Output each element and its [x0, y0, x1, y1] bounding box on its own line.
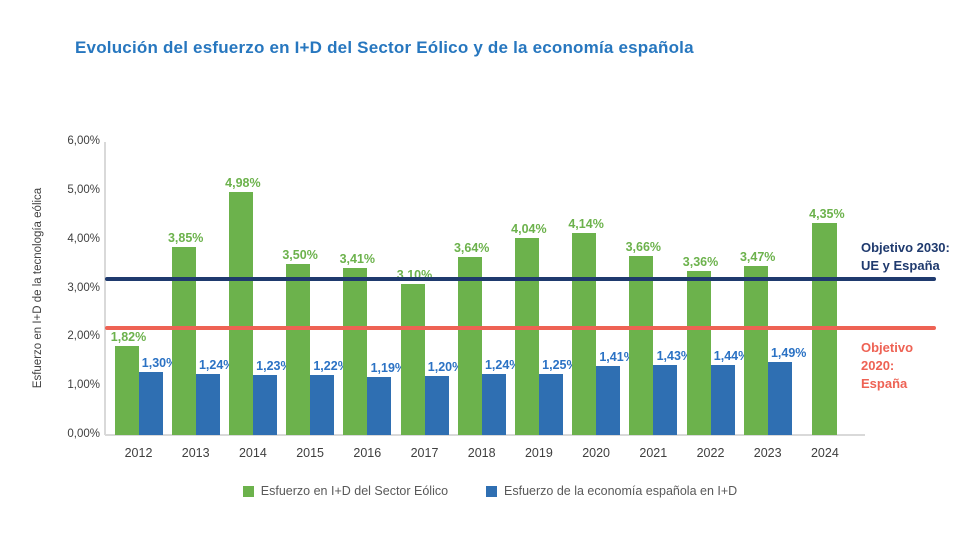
- y-axis-tick-label: 2,00%: [67, 330, 100, 343]
- legend-label: Esfuerzo de la economía española en I+D: [504, 484, 738, 498]
- legend-item-sector-eolico: Esfuerzo en I+D del Sector Eólico: [242, 484, 449, 498]
- bar-value-economia-espanola-2018: 1,24%: [484, 358, 521, 373]
- reference-label-line: UE y España: [861, 257, 940, 273]
- reference-line-objetivo-2030: [105, 276, 936, 281]
- bar-sector-eolico-2015: [286, 264, 311, 435]
- bar-value-economia-espanola-2015: 1,22%: [313, 359, 349, 374]
- bar-value-sector-eolico-2022: 3,36%: [682, 254, 719, 269]
- bar-economia-espanola-2023: [767, 362, 792, 435]
- bar-value-sector-eolico-2014: 4,98%: [225, 175, 261, 190]
- bar-economia-espanola-2012: [138, 371, 163, 435]
- page-title: Evolución del esfuerzo en I+D del Sector…: [75, 38, 694, 57]
- bar-economia-espanola-2014: [252, 374, 277, 435]
- x-axis-tick-label-2020: 2020: [582, 446, 610, 460]
- bar-value-economia-espanola-2023: 1,49%: [770, 346, 807, 361]
- bar-value-economia-espanola-2016: 1,19%: [370, 360, 407, 375]
- chart-legend: Esfuerzo en I+D del Sector Eólico Esfuer…: [0, 484, 980, 498]
- bar-sector-eolico-2017: [400, 283, 425, 435]
- bar-economia-espanola-2022: [710, 364, 735, 435]
- bar-economia-espanola-2020: [596, 366, 621, 435]
- legend-swatch-green: [242, 485, 254, 497]
- bar-sector-eolico-2014: [228, 191, 253, 435]
- y-axis-tick-label: 5,00%: [67, 183, 100, 196]
- x-axis-tick-label-2021: 2021: [639, 446, 668, 460]
- x-axis-tick-label-2023: 2023: [753, 446, 782, 460]
- bar-value-economia-espanola-2019: 1,25%: [542, 357, 578, 372]
- bar-value-sector-eolico-2015: 3,50%: [282, 248, 318, 263]
- bar-economia-espanola-2021: [653, 365, 678, 435]
- bar-sector-eolico-2022: [686, 270, 711, 435]
- bar-economia-espanola-2016: [367, 376, 392, 435]
- legend-label: Esfuerzo en I+D del Sector Eólico: [260, 484, 449, 498]
- legend-item-economia-espanola: Esfuerzo de la economía española en I+D: [486, 484, 737, 498]
- bar-value-economia-espanola-2020: 1,41%: [599, 350, 635, 365]
- bar-value-sector-eolico-2018: 3,64%: [453, 241, 490, 256]
- bar-value-economia-espanola-2022: 1,44%: [713, 348, 750, 363]
- bar-sector-eolico-2019: [514, 237, 539, 435]
- reference-label-objetivo-2020: Objetivo 2020: España: [861, 339, 913, 393]
- legend-swatch-blue: [486, 485, 498, 497]
- bar-economia-espanola-2018: [481, 374, 506, 435]
- reference-label-line: Objetivo: [861, 339, 914, 355]
- x-axis-tick-label-2019: 2019: [524, 446, 553, 460]
- bar-economia-espanola-2017: [424, 376, 449, 435]
- y-axis-tick-label: 4,00%: [67, 232, 100, 245]
- bar-sector-eolico-2016: [343, 268, 368, 435]
- bar-value-sector-eolico-2021: 3,66%: [625, 240, 662, 255]
- reference-label-objetivo-2030: Objetivo 2030: UE y España: [861, 239, 950, 275]
- y-axis-tick-label: 6,00%: [67, 135, 100, 147]
- bar-economia-espanola-2019: [538, 373, 563, 435]
- reference-label-line: España: [861, 375, 908, 391]
- y-axis-tick-label: 0,00%: [67, 428, 100, 440]
- bar-economia-espanola-2013: [195, 374, 220, 435]
- y-axis-line: [104, 142, 106, 435]
- bar-value-sector-eolico-2019: 4,04%: [511, 221, 547, 236]
- x-axis-tick-label-2014: 2014: [238, 446, 267, 460]
- x-axis-tick-label-2013: 2013: [181, 446, 210, 460]
- reference-label-line: Objetivo 2030:: [861, 239, 950, 255]
- bar-sector-eolico-2013: [171, 246, 196, 435]
- bar-value-sector-eolico-2024: 4,35%: [809, 206, 845, 221]
- x-axis-tick-label-2012: 2012: [124, 446, 153, 460]
- y-axis-tick-label: 1,00%: [67, 379, 100, 392]
- bar-value-sector-eolico-2020: 4,14%: [568, 216, 604, 231]
- x-axis-tick-label-2017: 2017: [410, 446, 439, 460]
- bar-value-economia-espanola-2021: 1,43%: [656, 349, 693, 364]
- bar-economia-espanola-2015: [310, 375, 335, 435]
- x-axis-tick-label-2018: 2018: [467, 446, 496, 460]
- bar-value-economia-espanola-2012: 1,30%: [141, 355, 178, 370]
- x-axis-tick-label-2015: 2015: [296, 446, 324, 460]
- bar-value-economia-espanola-2013: 1,24%: [198, 358, 235, 373]
- bar-value-sector-eolico-2023: 3,47%: [739, 249, 776, 264]
- bar-value-sector-eolico-2016: 3,41%: [339, 252, 376, 267]
- bar-sector-eolico-2012: [114, 346, 139, 435]
- y-axis-tick-label: 3,00%: [67, 281, 100, 294]
- bar-value-sector-eolico-2013: 3,85%: [167, 230, 204, 245]
- x-axis-tick-label-2024: 2024: [810, 446, 839, 460]
- bar-sector-eolico-2023: [743, 265, 768, 435]
- reference-line-objetivo-2020: [105, 325, 936, 330]
- x-axis-tick-label-2022: 2022: [696, 446, 725, 460]
- bar-value-economia-espanola-2014: 1,23%: [256, 358, 292, 373]
- x-axis-tick-label-2016: 2016: [353, 446, 382, 460]
- bar-sector-eolico-2020: [572, 232, 597, 435]
- reference-label-line: 2020:: [861, 357, 895, 373]
- bar-value-sector-eolico-2012: 1,82%: [110, 330, 147, 345]
- bar-value-economia-espanola-2017: 1,20%: [427, 360, 464, 375]
- bar-sector-eolico-2021: [629, 256, 654, 435]
- bar-sector-eolico-2018: [457, 257, 482, 435]
